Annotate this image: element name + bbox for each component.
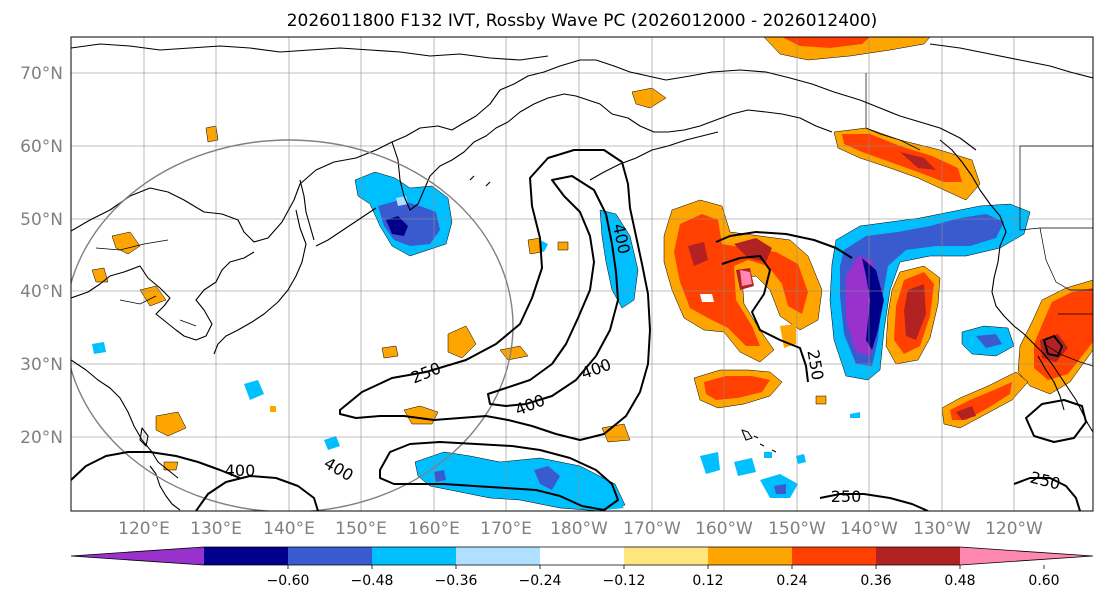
coast-alaska-west	[599, 103, 833, 133]
blob-arctic-positive	[763, 37, 931, 61]
lon-label: 120°W	[985, 519, 1043, 539]
lat-label: 70°N	[20, 64, 63, 84]
coast-asia-mainland	[71, 59, 667, 243]
colorbar-tick-label: 0.12	[692, 573, 723, 589]
coast-alaska	[665, 69, 977, 151]
coast-kamchatka	[391, 121, 509, 211]
lon-label: 120°E	[118, 519, 170, 539]
colorbar-tick-label: −0.48	[351, 573, 394, 589]
colorbar-tick-label: 0.36	[860, 573, 891, 589]
colorbar-tick-label: −0.12	[603, 573, 646, 589]
contour-label: 250	[831, 487, 862, 506]
lon-label: 150°E	[335, 519, 387, 539]
blob-midpacific-positive	[663, 199, 823, 363]
contour-250-far-east	[1013, 477, 1081, 511]
coast-kuril	[315, 207, 377, 247]
colorbar-segment	[288, 547, 373, 565]
lon-label: 170°W	[623, 519, 681, 539]
colorbar-segment	[792, 547, 877, 565]
colorbar-segment	[960, 547, 1093, 565]
coast-hawaii	[741, 429, 753, 441]
lon-label: 170°E	[480, 519, 532, 539]
blob-okhotsk-negative	[354, 171, 453, 257]
lat-label: 50°N	[20, 210, 63, 230]
blob-subtropical-positive	[693, 265, 941, 409]
coast-japan	[213, 209, 307, 355]
blob-california-positive	[941, 279, 1093, 429]
lon-label: 130°W	[913, 519, 971, 539]
lon-label: 160°E	[408, 519, 460, 539]
colorbar-segment	[372, 547, 457, 565]
map-frame	[70, 36, 1094, 512]
colorbar-tick-label: −0.24	[519, 573, 562, 589]
latitude-labels: 70°N 60°N 50°N 40°N 30°N 20°N	[20, 64, 63, 448]
contour-label: 400	[225, 461, 256, 480]
blob-northeast-pacific-negative	[829, 203, 1031, 381]
colorbar-outline	[70, 546, 1094, 566]
lat-label: 60°N	[20, 137, 63, 157]
lat-label: 30°N	[20, 355, 63, 375]
coast-chukotka	[507, 93, 601, 123]
colorbar-segment	[540, 547, 625, 565]
map-area: 400 400 400 400 250 400 250 250 250	[71, 37, 1093, 511]
colorbar: −0.60 −0.48 −0.36 −0.24 −0.12 0.12 0.24 0.36 0.4…	[70, 546, 1094, 589]
ivt-contours	[71, 149, 1087, 511]
colorbar-segment	[876, 547, 961, 565]
contour-loop-east	[1025, 399, 1087, 443]
colorbar-tick-label: 0.48	[944, 573, 975, 589]
lon-label: 130°E	[190, 519, 242, 539]
blob-tropical-negative	[92, 342, 860, 511]
lon-label: 180°W	[550, 519, 608, 539]
coast-sakhalin	[299, 179, 315, 241]
coast-china-korea	[71, 251, 255, 341]
lon-label: 140°W	[840, 519, 898, 539]
colorbar-segment	[456, 547, 541, 565]
contour-250-northeast	[715, 231, 853, 259]
coast-philippines	[149, 465, 181, 511]
longitude-labels: 120°E 130°E 140°E 150°E 160°E 170°E 180°…	[118, 519, 1043, 539]
coast-aleutians	[589, 131, 719, 181]
colorbar-segment	[71, 547, 204, 565]
reference-circle	[71, 139, 514, 511]
lon-label: 160°W	[695, 519, 753, 539]
colorbar-tick-label: 0.60	[1028, 573, 1059, 589]
lat-label: 20°N	[20, 428, 63, 448]
contour-400-inner	[487, 175, 619, 407]
coast-alaska-panhandle	[939, 139, 1007, 247]
coast-canada-arctic	[929, 43, 1093, 79]
coastlines	[71, 43, 1093, 511]
coast-taiwan	[139, 427, 149, 447]
contour-400-south	[379, 441, 619, 511]
lon-label: 150°W	[768, 519, 826, 539]
country-borders	[95, 73, 1093, 367]
coast-small-islands	[469, 175, 777, 453]
colorbar-segment	[204, 547, 289, 565]
contour-250-northeast-b	[721, 255, 809, 383]
colorbar-segment	[708, 547, 793, 565]
colorbar-tick-label: 0.24	[776, 573, 807, 589]
colorbar-segment	[624, 547, 709, 565]
contour-loop-california	[1043, 335, 1063, 357]
coast-arctic	[71, 43, 549, 61]
coast-china-south	[71, 359, 179, 479]
contour-250-southeast	[819, 493, 929, 511]
colorbar-tick-label: −0.60	[267, 573, 310, 589]
contour-250-north	[339, 149, 651, 441]
colorbar-tick-label: −0.36	[435, 573, 478, 589]
figure-title: 2026011800 F132 IVT, Rossby Wave PC (202…	[287, 11, 878, 31]
lon-label: 140°E	[263, 519, 315, 539]
contour-400-west	[71, 451, 241, 481]
contour-400-west-b	[195, 475, 319, 511]
lat-label: 40°N	[20, 282, 63, 302]
